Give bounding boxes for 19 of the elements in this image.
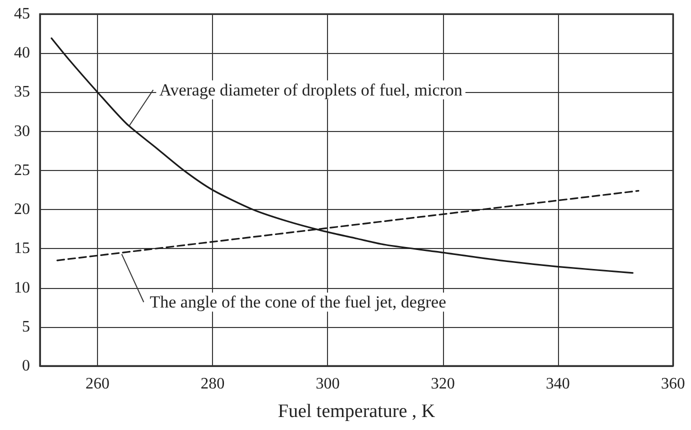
x-tick-label: 320: [430, 376, 455, 392]
y-tick-label: 45: [14, 6, 30, 22]
y-tick-label: 15: [14, 240, 30, 258]
y-tick-label: 35: [14, 84, 30, 101]
x-axis-title: Fuel temperature , K: [278, 401, 436, 422]
x-tick-label: 300: [316, 376, 340, 392]
x-tick-label: 260: [86, 376, 110, 392]
annotation: The angle of the cone of the fuel jet, degree: [150, 292, 446, 312]
y-tick-label: 25: [14, 162, 30, 179]
y-tick-label: 30: [14, 122, 30, 140]
y-tick-label: 5: [22, 318, 30, 336]
y-tick-label: 20: [14, 201, 30, 218]
y-tick-label: 40: [14, 44, 30, 62]
x-tick-label: 340: [546, 376, 570, 392]
x-tick-label: 360: [661, 376, 685, 392]
y-tick-label: 10: [14, 279, 30, 296]
x-tick-label: 280: [200, 376, 225, 392]
y-tick-label: 0: [22, 358, 30, 374]
annotation: Average diameter of droplets of fuel, micron: [159, 80, 463, 100]
